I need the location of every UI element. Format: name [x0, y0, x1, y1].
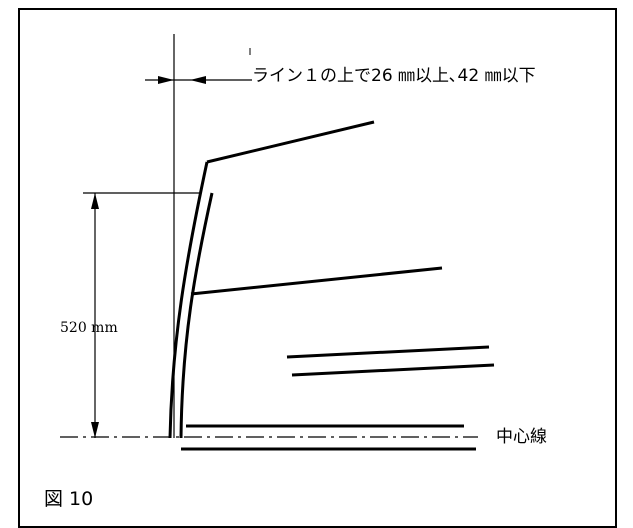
offset-arrow-left: [158, 76, 174, 84]
headrest-top-line: [206, 120, 375, 164]
diagram-drawing: [60, 34, 495, 451]
seatback-outer-curve: [168, 161, 209, 439]
middle-line: [190, 266, 443, 296]
dimension-arrow-bottom: [91, 422, 99, 438]
centerline-label: 中心線: [496, 427, 547, 447]
offset-annotation: ライン１の上で26 ㎜以上､42 ㎜以下: [252, 66, 536, 86]
figure-caption: 図 10: [44, 488, 94, 510]
dimension-arrow-top: [91, 193, 99, 209]
seatback-inner-curve: [179, 192, 214, 439]
height-dimension-label: 520 mm: [60, 320, 118, 336]
lower-line-2: [291, 363, 495, 377]
offset-arrow-right: [190, 76, 206, 84]
lower-line-1: [286, 345, 490, 359]
